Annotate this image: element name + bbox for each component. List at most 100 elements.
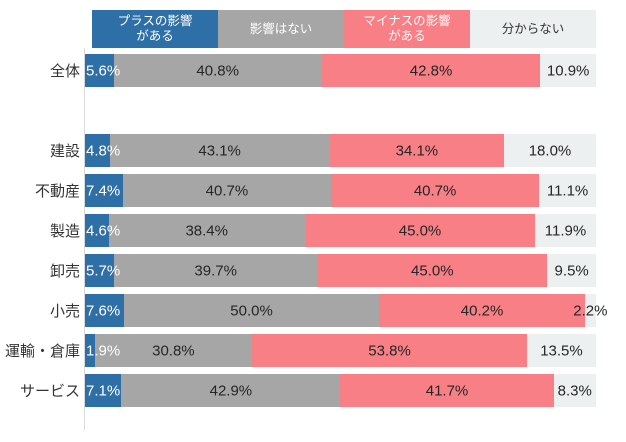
category-label: 不動産 bbox=[34, 183, 80, 200]
value-label: 1.9% bbox=[86, 342, 121, 359]
chart-row-運輸・倉庫: 運輸・倉庫 1.9% 30.8% 53.8% 13.5% bbox=[0, 334, 626, 367]
chart-row-製造: 製造 4.6% 38.4% 45.0% 11.9% bbox=[0, 214, 626, 247]
chart-row-卸売: 卸売 5.7% 39.7% 45.0% 9.5% bbox=[0, 254, 626, 287]
bar-segment-影響はない: 40.7% bbox=[122, 174, 332, 207]
bar-segment-影響はない: 40.8% bbox=[113, 54, 322, 87]
legend-item-label: 影響はない bbox=[249, 21, 313, 36]
stacked-bar: 7.6% 50.0% 40.2% 2.2% bbox=[85, 294, 607, 327]
value-label: 45.0% bbox=[411, 262, 454, 279]
value-label: 42.9% bbox=[209, 382, 253, 399]
legend-item-2: マイナスの影響 がある bbox=[344, 10, 470, 48]
bar-segment-マイナスの影響がある: 40.7% bbox=[331, 174, 540, 207]
legend-item-label: プラスの影響 bbox=[117, 14, 193, 28]
value-label: 10.9% bbox=[546, 62, 590, 79]
chart-rows: 全体 5.6% 40.8% 42.8% 10.9% 建設 4.8% 43.1% 34.1% 18.… bbox=[0, 54, 626, 414]
stacked-bar: 4.8% 43.1% 34.1% 18.0% bbox=[85, 134, 596, 167]
bar-segment-分からない: 13.5% bbox=[526, 334, 596, 367]
bar-segment-マイナスの影響がある: 34.1% bbox=[329, 134, 504, 167]
value-label: 41.7% bbox=[425, 382, 469, 399]
bar-segment-影響はない: 30.8% bbox=[94, 334, 253, 367]
bar-segment-プラスの影響がある: 5.7% bbox=[85, 254, 120, 287]
bar-segment-分からない: 18.0% bbox=[504, 134, 596, 167]
bar-segment-分からない: 11.1% bbox=[539, 174, 596, 207]
legend-item-label: がある bbox=[388, 29, 426, 43]
value-label: 7.4% bbox=[86, 182, 121, 199]
legend-item-label: がある bbox=[136, 29, 174, 43]
bar-segment-プラスの影響がある: 5.6% bbox=[85, 54, 120, 87]
category-label: 建設 bbox=[49, 143, 80, 160]
bar-segment-分からない: 10.9% bbox=[540, 54, 596, 87]
chart-legend: プラスの影響 がある 影響はない マイナスの影響 がある 分からない bbox=[92, 10, 596, 48]
value-label: 18.0% bbox=[528, 142, 572, 159]
bar-segment-影響はない: 42.9% bbox=[121, 374, 341, 407]
bar-segment-マイナスの影響がある: 41.7% bbox=[340, 374, 554, 407]
value-label: 40.7% bbox=[413, 182, 457, 199]
chart-row-全体: 全体 5.6% 40.8% 42.8% 10.9% bbox=[0, 54, 626, 87]
axis-baseline bbox=[84, 48, 85, 430]
value-label: 8.3% bbox=[557, 382, 592, 399]
value-label: 45.0% bbox=[398, 222, 442, 239]
stacked-bar: 5.6% 40.8% 42.8% 10.9% bbox=[85, 54, 596, 87]
bar-segment-影響はない: 50.0% bbox=[123, 294, 380, 327]
value-label: 5.7% bbox=[86, 262, 121, 279]
bar-segment-分からない: 9.5% bbox=[547, 254, 596, 287]
row-gap bbox=[0, 94, 626, 134]
legend-item-1: 影響はない bbox=[218, 10, 344, 48]
bar-segment-プラスの影響がある: 4.6% bbox=[85, 214, 120, 247]
value-label: 5.6% bbox=[86, 62, 121, 79]
bar-segment-影響はない: 39.7% bbox=[114, 254, 318, 287]
value-label: 11.9% bbox=[544, 222, 587, 239]
bar-segment-分からない: 8.3% bbox=[553, 374, 596, 407]
chart-row-建設: 建設 4.8% 43.1% 34.1% 18.0% bbox=[0, 134, 626, 167]
stacked-bar: 5.7% 39.7% 45.0% 9.5% bbox=[85, 254, 596, 287]
value-label: 40.8% bbox=[196, 62, 239, 79]
value-label: 2.2% bbox=[573, 302, 608, 319]
stacked-bar: 1.9% 30.8% 53.8% 13.5% bbox=[85, 334, 596, 367]
value-label: 4.8% bbox=[86, 142, 121, 159]
value-label: 53.8% bbox=[368, 342, 411, 359]
bar-segment-影響はない: 38.4% bbox=[108, 214, 305, 247]
bar-segment-プラスの影響がある: 4.8% bbox=[85, 134, 120, 167]
category-label: 運輸・倉庫 bbox=[4, 343, 80, 360]
legend-item-label: マイナスの影響 bbox=[363, 14, 451, 28]
category-label: 卸売 bbox=[49, 263, 80, 280]
value-label: 40.2% bbox=[460, 302, 504, 319]
bar-segment-マイナスの影響がある: 45.0% bbox=[317, 254, 548, 287]
category-label: サービス bbox=[19, 383, 80, 400]
bar-segment-分からない: 11.9% bbox=[535, 214, 596, 247]
chart-row-サービス: サービス 7.1% 42.9% 41.7% 8.3% bbox=[0, 374, 626, 407]
value-label: 30.8% bbox=[152, 342, 195, 359]
category-label: 全体 bbox=[49, 63, 80, 80]
category-label: 小売 bbox=[49, 303, 80, 320]
bar-segment-分からない: 2.2% bbox=[573, 294, 607, 327]
value-label: 34.1% bbox=[395, 142, 439, 159]
chart-row-不動産: 不動産 7.4% 40.7% 40.7% 11.1% bbox=[0, 174, 626, 207]
bar-segment-プラスの影響がある: 7.6% bbox=[85, 294, 124, 327]
value-label: 43.1% bbox=[198, 142, 241, 159]
stacked-bar: 4.6% 38.4% 45.0% 11.9% bbox=[85, 214, 596, 247]
value-label: 13.5% bbox=[540, 342, 583, 359]
value-label: 7.1% bbox=[86, 382, 121, 399]
value-label: 40.7% bbox=[205, 182, 249, 199]
bar-segment-マイナスの影響がある: 42.8% bbox=[321, 54, 541, 87]
category-label: 製造 bbox=[49, 223, 80, 240]
bar-segment-プラスの影響がある: 7.4% bbox=[85, 174, 123, 207]
bar-segment-プラスの影響がある: 7.1% bbox=[85, 374, 122, 407]
bar-segment-マイナスの影響がある: 53.8% bbox=[252, 334, 527, 367]
bar-segment-マイナスの影響がある: 45.0% bbox=[304, 214, 536, 247]
value-label: 38.4% bbox=[185, 222, 228, 239]
bar-segment-プラスの影響がある: 1.9% bbox=[85, 334, 120, 367]
legend-item-3: 分からない bbox=[470, 10, 596, 48]
stacked-bar: 7.4% 40.7% 40.7% 11.1% bbox=[85, 174, 596, 207]
value-label: 11.1% bbox=[546, 182, 589, 199]
bar-segment-マイナスの影響がある: 40.2% bbox=[379, 294, 585, 327]
stacked-bar: 7.1% 42.9% 41.7% 8.3% bbox=[85, 374, 596, 407]
bar-segment-影響はない: 43.1% bbox=[109, 134, 330, 167]
value-label: 7.6% bbox=[86, 302, 121, 319]
legend-item-label: 分からない bbox=[501, 21, 565, 36]
chart-row-小売: 小売 7.6% 50.0% 40.2% 2.2% bbox=[0, 294, 626, 327]
value-label: 4.6% bbox=[86, 222, 121, 239]
value-label: 9.5% bbox=[554, 262, 589, 279]
value-label: 50.0% bbox=[230, 302, 273, 319]
